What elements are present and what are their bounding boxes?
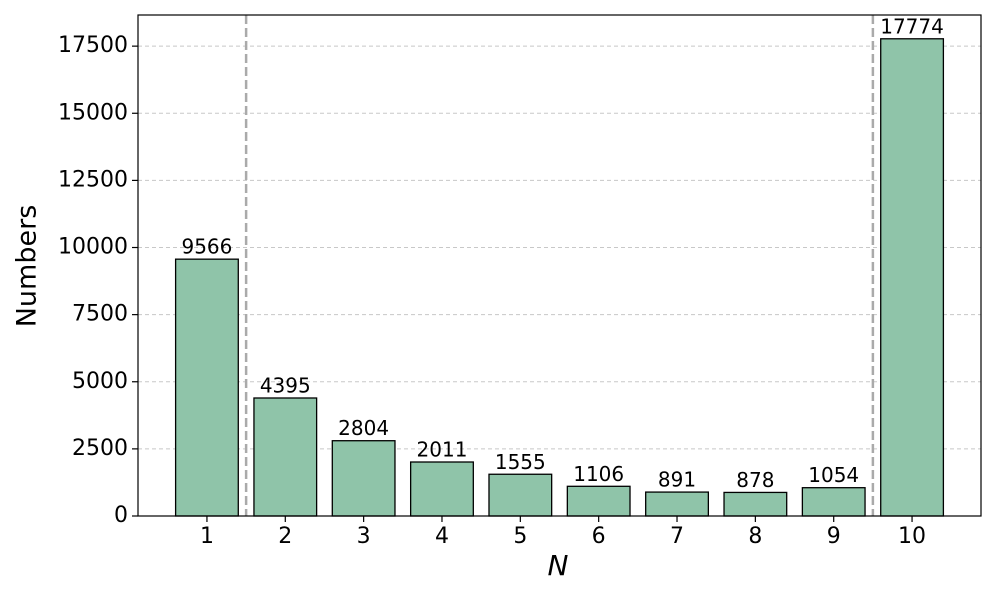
x-tick-label: 2 <box>278 524 292 549</box>
bar <box>174 258 239 517</box>
x-tick-label: 8 <box>748 524 762 549</box>
y-tick-label: 2500 <box>72 436 128 461</box>
y-tick-label: 17500 <box>58 33 128 58</box>
data-label: 1106 <box>573 462 624 486</box>
bar <box>723 491 788 517</box>
data-label: 4395 <box>260 373 311 397</box>
x-tick-label: 10 <box>898 524 926 549</box>
data-label: 17774 <box>880 14 944 38</box>
data-label: 1054 <box>808 463 859 487</box>
plot-frame <box>137 14 982 517</box>
bar <box>880 38 945 517</box>
y-tick-label: 15000 <box>58 100 128 125</box>
data-label: 9566 <box>181 235 232 259</box>
x-tick-label: 7 <box>670 524 684 549</box>
y-tick-label: 12500 <box>58 167 128 192</box>
data-label: 2804 <box>338 416 389 440</box>
data-label: 891 <box>658 468 696 492</box>
y-tick-label: 5000 <box>72 369 128 394</box>
bar <box>645 491 710 517</box>
x-tick-label: 3 <box>357 524 371 549</box>
x-axis-label: N <box>548 549 569 582</box>
data-label: 2011 <box>417 438 468 462</box>
y-axis-label: Numbers <box>12 205 43 328</box>
y-tick-label: 10000 <box>58 235 128 260</box>
bar <box>409 461 474 517</box>
x-tick-label: 5 <box>513 524 527 549</box>
x-tick-label: 6 <box>592 524 606 549</box>
bar <box>488 473 553 517</box>
x-tick-label: 1 <box>200 524 214 549</box>
y-tick-label: 0 <box>114 503 128 528</box>
y-tick-label: 7500 <box>72 302 128 327</box>
bar <box>566 485 631 517</box>
data-label: 1555 <box>495 450 546 474</box>
x-tick-label: 4 <box>435 524 449 549</box>
bar <box>253 397 318 517</box>
x-tick-label: 9 <box>827 524 841 549</box>
data-label: 878 <box>736 468 774 492</box>
bar <box>331 440 396 517</box>
bar <box>801 487 866 517</box>
